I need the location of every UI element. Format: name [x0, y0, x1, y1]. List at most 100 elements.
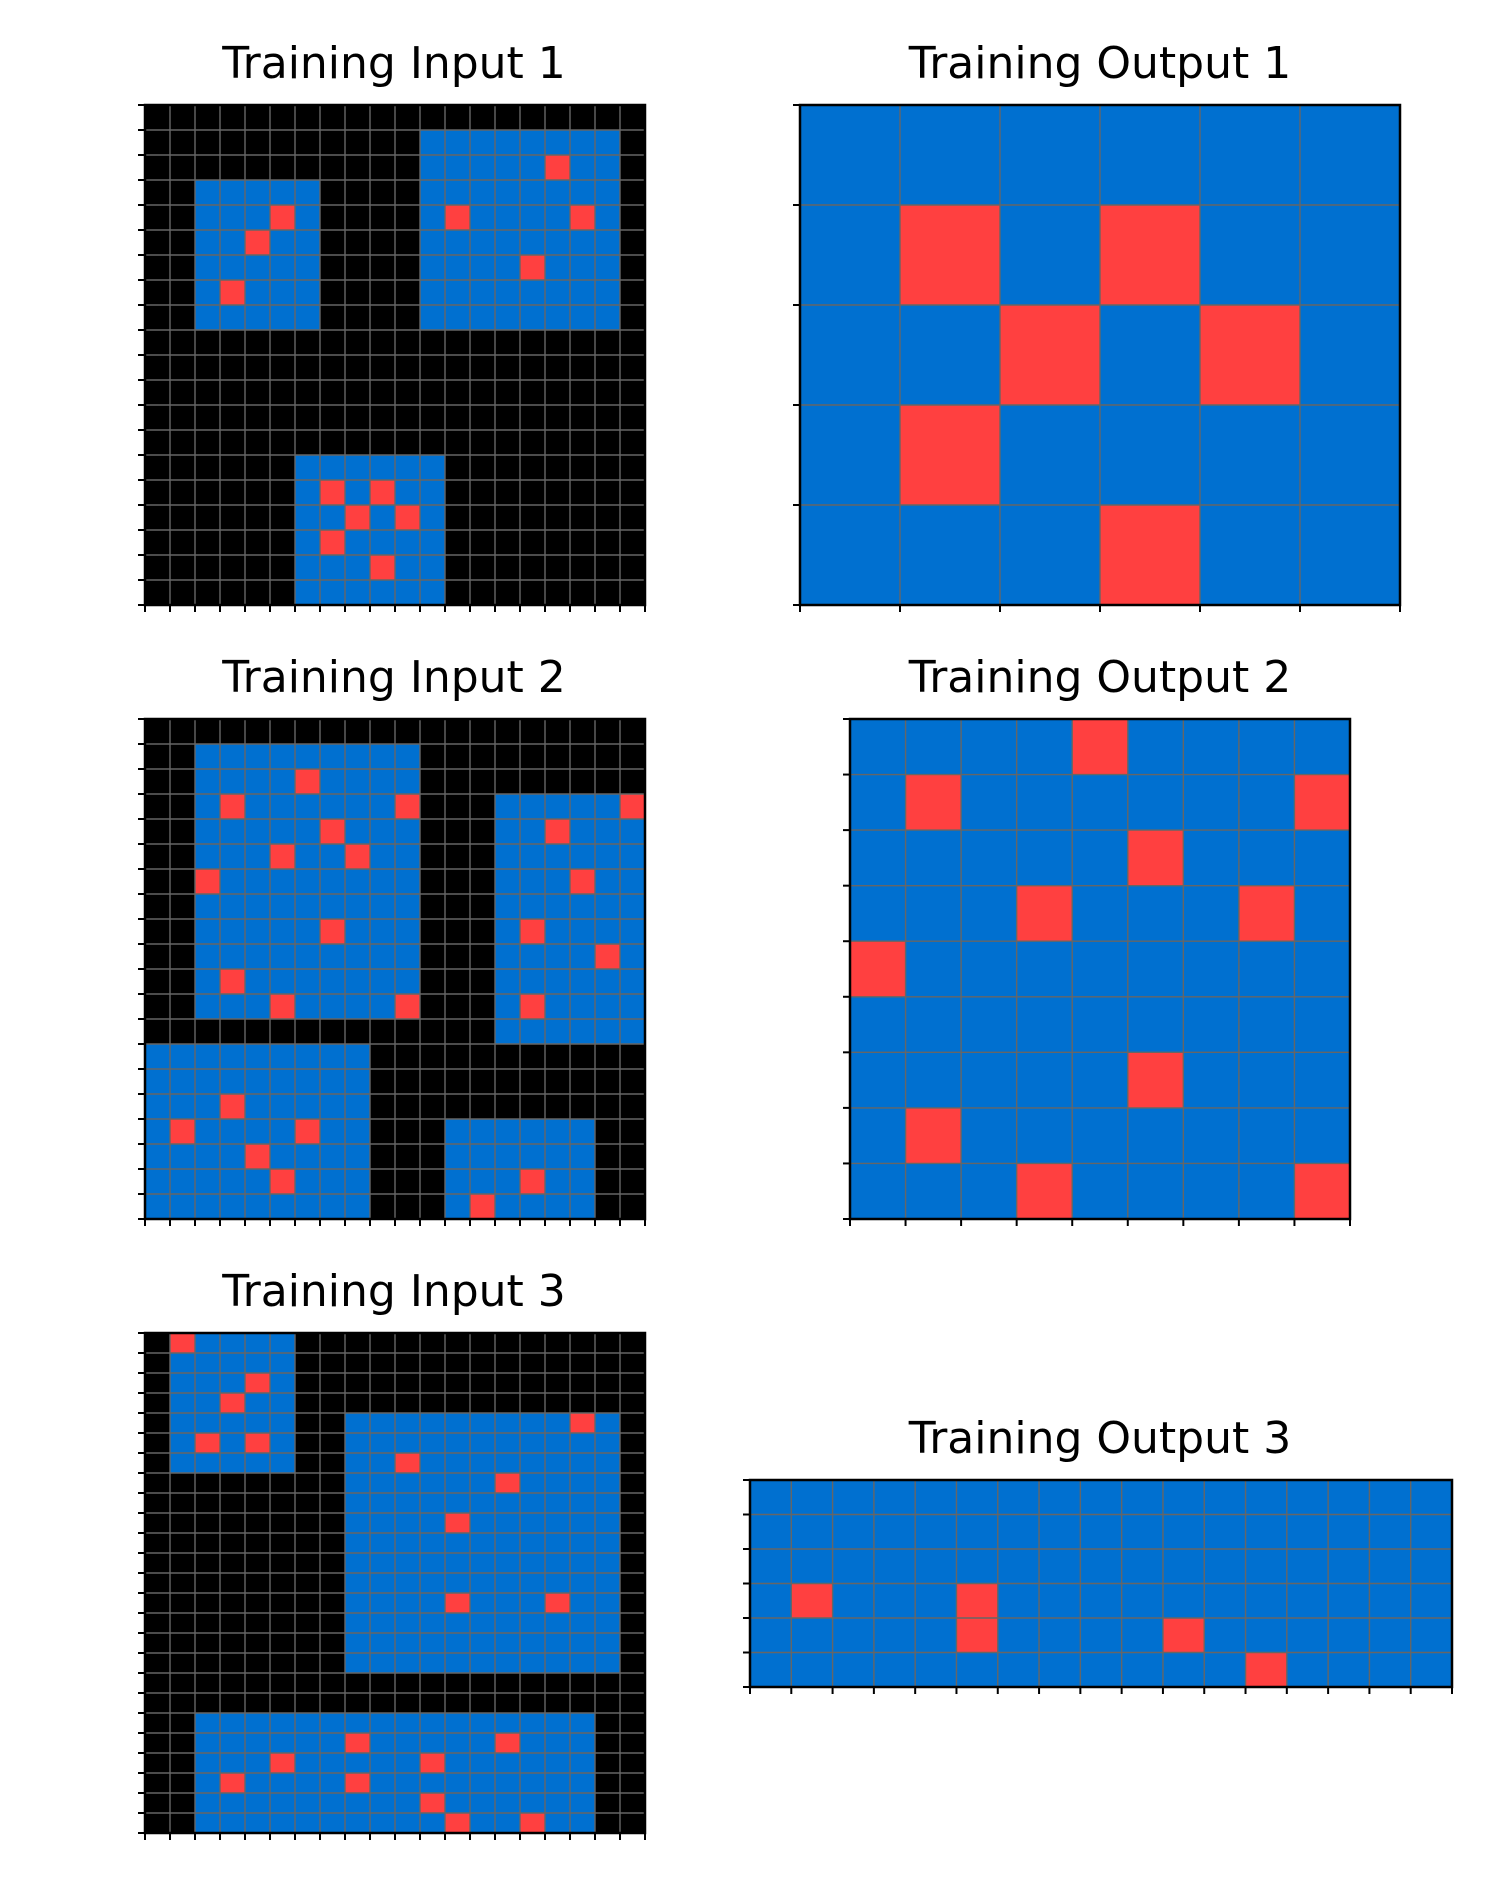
grid-cell [195, 1119, 221, 1145]
grid-cell [195, 1493, 221, 1514]
grid-cell [445, 1813, 471, 1834]
grid-cell [395, 969, 421, 995]
grid-cell [270, 555, 296, 581]
grid-cell [395, 719, 421, 745]
grid-cell [1286, 1652, 1329, 1688]
grid-cell [370, 869, 396, 895]
grid-cell [495, 1553, 521, 1574]
grid-cell [345, 894, 371, 920]
grid-cell [470, 794, 496, 820]
grid-cell [997, 1583, 1040, 1619]
grid-cell [145, 1673, 171, 1694]
grid-cell [420, 330, 446, 356]
grid-cell [345, 919, 371, 945]
grid-cell [195, 1144, 221, 1170]
grid-cell [420, 744, 446, 770]
grid-cell [320, 1069, 346, 1095]
grid-cell [1328, 1480, 1370, 1515]
grid-cell [956, 1549, 999, 1584]
grid-cell [520, 330, 546, 356]
training-output-1-grid [793, 103, 1402, 612]
grid-cell [420, 1493, 446, 1514]
grid-cell [1328, 1652, 1370, 1688]
grid-cell [395, 555, 421, 581]
grid-cell [320, 1513, 346, 1534]
grid-cell [470, 994, 496, 1020]
grid-cell [620, 430, 646, 456]
grid-cell [170, 769, 196, 795]
grid-cell [1072, 1163, 1129, 1220]
grid-cell [545, 380, 571, 406]
grid-cell [170, 1653, 196, 1674]
grid-cell [195, 105, 221, 131]
grid-cell [620, 1069, 646, 1095]
grid-cell [520, 305, 546, 331]
grid-cell [595, 794, 621, 820]
grid-cell [395, 1169, 421, 1195]
grid-cell [1162, 1618, 1205, 1653]
grid-cell [520, 405, 546, 431]
grid-cell [195, 1094, 221, 1120]
grid-cell [420, 1613, 446, 1634]
grid-cell [245, 1044, 271, 1070]
grid-cell [595, 1393, 621, 1414]
grid-cell [295, 1333, 321, 1354]
grid-cell [595, 1333, 621, 1354]
grid-cell [915, 1652, 957, 1688]
training-output-3-panel: Training Output 3 [743, 1413, 1454, 1694]
grid-cell [145, 1453, 171, 1474]
grid-cell [320, 355, 346, 381]
grid-cell [620, 844, 646, 870]
grid-cell [800, 505, 901, 606]
grid-cell [545, 1533, 571, 1554]
grid-cell [470, 1533, 496, 1554]
grid-cell [270, 280, 296, 306]
grid-cell [145, 1813, 171, 1834]
grid-cell [320, 1413, 346, 1434]
grid-cell [320, 580, 346, 606]
grid-cell [620, 255, 646, 281]
grid-cell [570, 1653, 596, 1674]
grid-cell [370, 919, 396, 945]
grid-cell [495, 819, 521, 845]
grid-cell [345, 869, 371, 895]
grid-cell [195, 1333, 221, 1354]
grid-cell [370, 555, 396, 581]
grid-cell [220, 1533, 246, 1554]
grid-cell [145, 1773, 171, 1794]
grid-cell [320, 480, 346, 506]
grid-cell [345, 1413, 371, 1434]
grid-cell [245, 744, 271, 770]
grid-cell [545, 580, 571, 606]
grid-cell [220, 1613, 246, 1634]
grid-cell [370, 1353, 396, 1374]
grid-cell [220, 819, 246, 845]
grid-cell [395, 255, 421, 281]
grid-cell [370, 1533, 396, 1554]
grid-cell [320, 130, 346, 156]
grid-cell [295, 130, 321, 156]
grid-cell [370, 455, 396, 481]
grid-cell [445, 580, 471, 606]
grid-cell [595, 230, 621, 256]
grid-cell [470, 1613, 496, 1634]
training-output-2-grid [843, 717, 1352, 1226]
grid-cell [320, 1733, 346, 1754]
grid-cell [470, 1673, 496, 1694]
grid-cell [570, 1373, 596, 1394]
grid-cell [170, 744, 196, 770]
grid-cell [905, 941, 962, 998]
grid-cell [370, 1593, 396, 1614]
grid-cell [420, 869, 446, 895]
training-input-1-title: Training Input 1 [221, 38, 566, 89]
grid-cell [420, 1019, 446, 1045]
grid-cell [495, 380, 521, 406]
grid-cell [395, 130, 421, 156]
grid-cell [245, 130, 271, 156]
grid-cell [1100, 505, 1201, 606]
grid-cell [495, 255, 521, 281]
grid-cell [595, 1693, 621, 1714]
grid-cell [1162, 1652, 1205, 1688]
grid-cell [295, 205, 321, 231]
grid-cell [345, 1144, 371, 1170]
